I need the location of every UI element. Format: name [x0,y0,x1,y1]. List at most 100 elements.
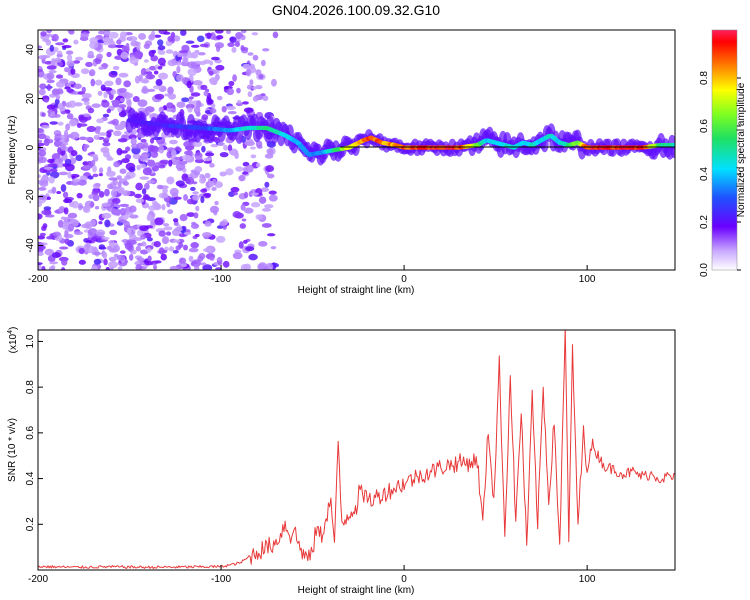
spectrogram-noise-cell [85,136,94,142]
spectrogram-ridge-halo [235,128,244,144]
colorbar-label: Normalized spectral amplitude [736,82,747,217]
spectrogram-noise-cell [139,249,149,255]
spectrogram-noise-cell [163,31,171,35]
spectrogram-noise-cell [240,204,246,211]
spectrogram-noise-cell [270,78,277,87]
snr-multiplier-prefix: (x10 [8,333,19,353]
spectrogram-noise-cell [110,88,116,96]
snr-frame [37,329,676,571]
spectrogram-noise-cell [57,157,63,163]
spectrogram-noise-cell [90,265,98,270]
spectrogram-noise-cell [238,174,246,182]
spectrogram-noise-cell [118,72,129,78]
spectrogram-noise-cell [239,223,247,229]
spectrogram-noise-cell [214,42,225,49]
spectrogram-noise-cell [121,45,128,54]
spectrogram-noise-cell [194,156,203,160]
spectrogram-noise-cell [116,254,126,261]
spectrogram-noise-cell [146,213,153,222]
snr-y-tick-label: 0.2 [25,517,36,531]
spectrogram-noise-cell [187,61,197,69]
snr-x-tick-label: -100 [211,574,231,585]
spectrogram-noise-cell [216,182,224,188]
spectrogram-noise-cell [128,233,137,241]
spectrogram-noise-cell [153,70,159,75]
spectrogram-noise-cell [59,246,69,250]
spectrogram-noise-cell [169,187,179,196]
spectrogram-noise-cell [57,219,64,228]
spectrogram-noise-cell [58,61,64,67]
spectrogram-noise-cell [103,236,110,241]
spectrogram-noise-cell [188,98,193,105]
spectrogram-noise-cell [216,35,224,40]
spectrogram-noise-cell [94,79,103,86]
spectrogram-noise-cell [43,138,50,147]
spectrogram-noise-cell [124,175,132,180]
spectrogram-noise-cell [158,230,166,237]
spectrogram-noise-cell [176,65,181,74]
spectrogram-noise-cell [46,72,55,80]
spectrogram-noise-cell [103,91,108,99]
spectrogram-noise-cell [172,71,178,78]
spectrogram-noise-cell [187,68,197,77]
spectrogram-noise-cell [250,192,259,196]
spectrogram-noise-cell [48,139,54,144]
snr-x-tick-label: -200 [28,574,48,585]
spectrogram-noise-cell [250,202,261,208]
spectrogram-noise-cell [146,247,152,253]
spectrogram-noise-cell [232,252,243,260]
spectrogram-noise-cell [167,59,177,67]
spectrogram-noise-cell [119,97,125,103]
spectrogram-noise-cell [120,51,129,60]
spectrogram-noise-cell [231,46,237,53]
spectrogram-noise-cell [261,207,271,212]
spectrogram-noise-cell [54,98,60,105]
spectrogram-noise-cell [255,140,263,148]
spectrogram-noise-cell [157,57,166,66]
spectrogram-noise-cell [166,102,174,109]
spectrogram-noise-cell [67,212,78,219]
spectrogram-noise-cell [203,157,212,162]
spectrogram-noise-cell [91,251,102,256]
spectrogram-noise-cell [144,106,155,113]
spectrogram-noise-cell [154,93,165,100]
spectrogram-noise-cell [165,231,172,236]
spectrogram-noise-cell [81,97,90,102]
spectrogram-noise-cell [65,123,71,131]
colorbar-gradient [712,30,737,270]
spectrogram-noise-cell [202,59,211,64]
spectrogram-noise-cell [83,244,90,252]
spectrogram-noise-cell [258,74,264,80]
spectrogram-noise-cell [43,206,52,211]
spectrogram-noise-cell [166,176,175,185]
spectrogram-noise-cell [109,229,118,236]
spectrogram-noise-cell [94,206,100,210]
spectrogram-noise-cell [54,57,62,63]
spectrogram-noise-cell [264,181,270,188]
spectrogram-noise-cell [258,262,268,270]
spectrogram-noise-cell [104,188,110,197]
spectrogram-noise-cell [139,225,149,232]
spectrogram-noise-cell [46,104,56,110]
spectrogram-noise-cell [103,30,111,37]
spectrogram-noise-cell [202,188,207,192]
spectrogram-noise-cell [208,180,215,188]
spectrogram-noise-cell [68,100,77,108]
spectrogram-noise-cell [167,86,174,95]
spectrogram-noise-cell [158,145,165,154]
snr-y-tick-label: 0.4 [25,471,36,485]
spectrogram-noise-cell [38,55,48,60]
spectrogram-noise-cell [174,156,184,160]
spectrogram-noise-cell [56,190,62,195]
spectrogram-noise-cell [186,198,195,205]
spectrogram-noise-cell [142,154,149,158]
spectrogram-noise-cell [78,247,85,255]
colorbar-tick-label: 0.6 [699,119,710,133]
spectrogram-noise-cell [141,241,147,247]
spectrogram-x-tick-label: 0 [401,274,407,285]
spectrogram-noise-cell [159,159,170,165]
spectrogram-noise-cell [72,178,81,183]
spectrogram-noise-cell [228,149,237,155]
spectrogram-noise-cell [132,153,141,160]
spectrogram-noise-cell [161,236,170,244]
